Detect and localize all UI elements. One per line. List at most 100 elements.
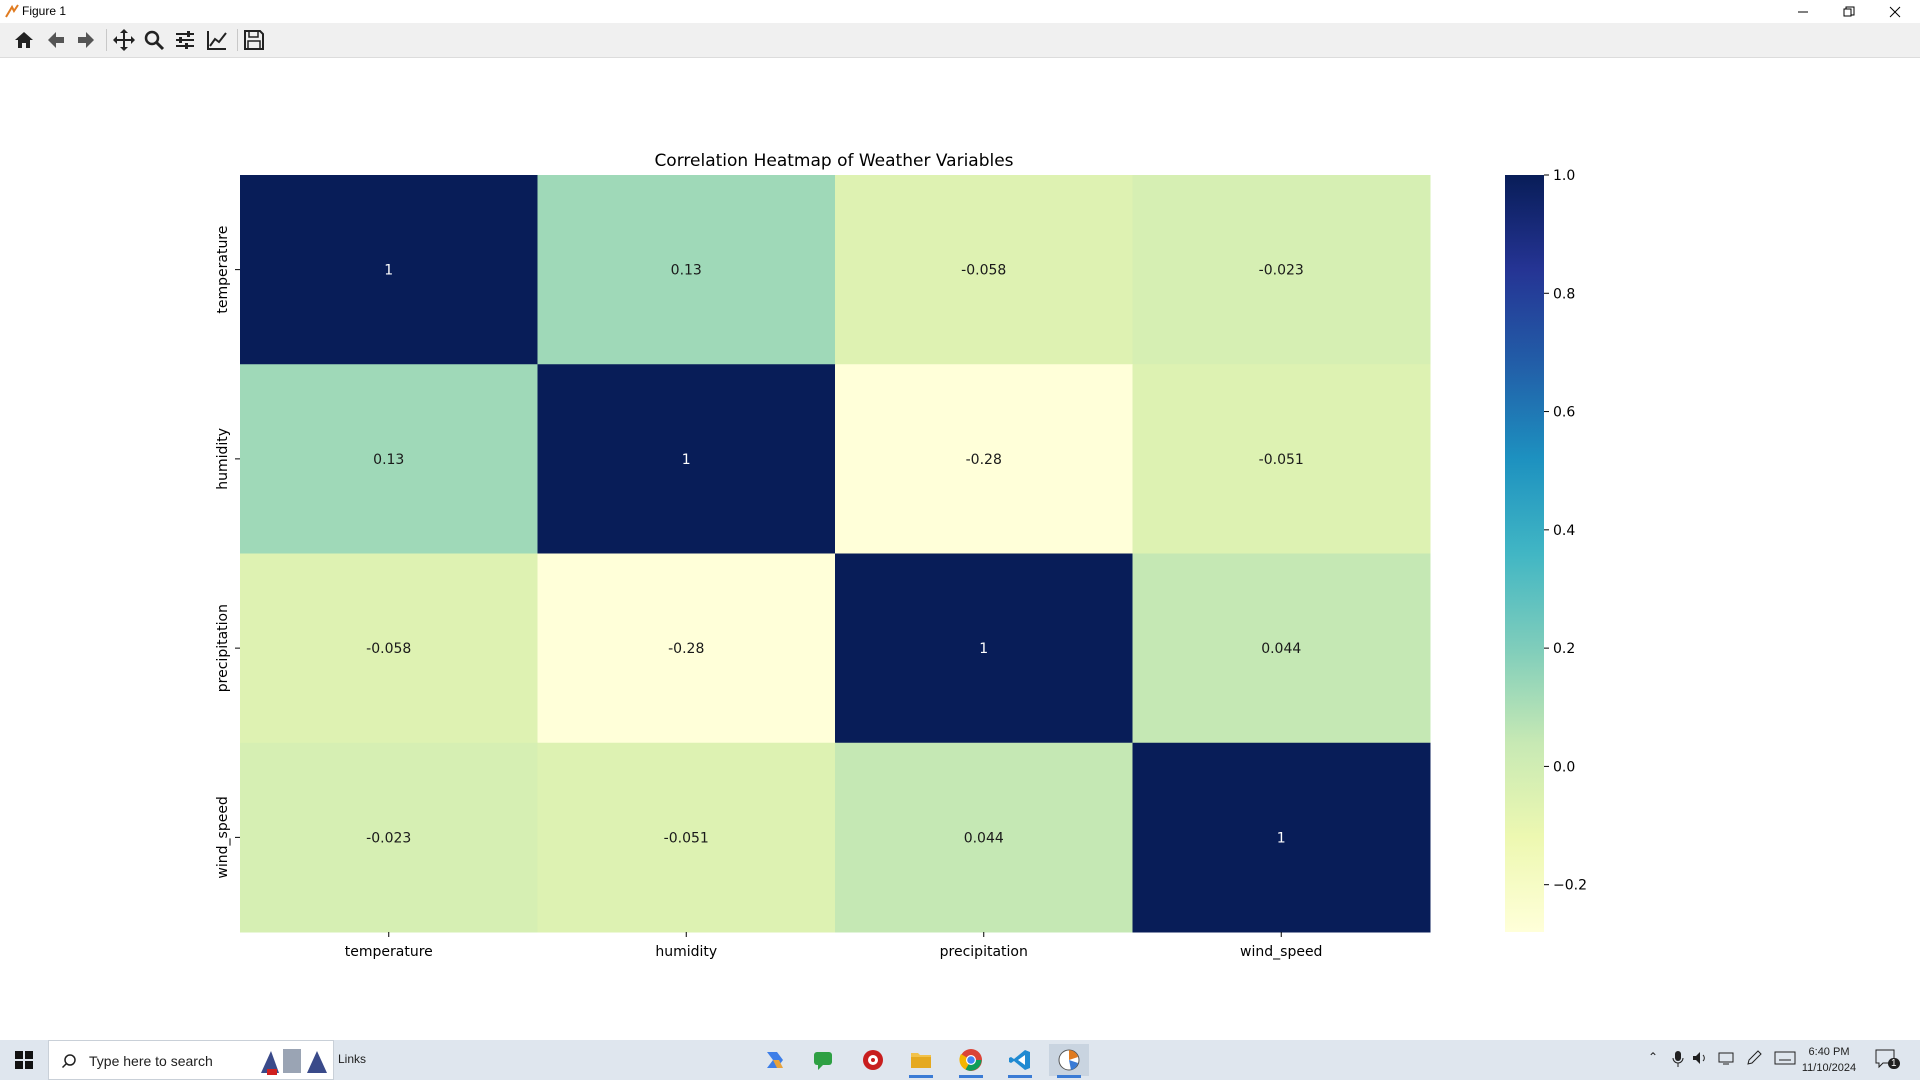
cell-annotation: 1 [682,452,691,468]
heatmap-cell [835,175,1133,365]
x-tick-label: temperature [345,944,433,960]
zoom-icon [144,30,165,51]
notification-center-button[interactable]: 1 [1874,1048,1904,1072]
chart-title: Correlation Heatmap of Weather Variables [654,151,1013,171]
search-placeholder: Type here to search [89,1053,213,1069]
colorbar-tick-label: 0.2 [1553,641,1575,657]
forward-button[interactable] [72,27,100,53]
microphone-icon[interactable] [1672,1050,1684,1068]
start-button[interactable] [0,1040,48,1080]
taskbar-app-vscode[interactable] [1000,1044,1040,1078]
heatmap-cell [537,742,836,933]
back-button[interactable] [42,27,70,53]
cell-annotation: 0.13 [671,263,702,279]
show-hidden-icons-chevron-icon[interactable]: ⌃ [1648,1050,1659,1064]
save-icon [244,30,264,50]
folder-icon [911,1053,931,1068]
back-icon [48,32,64,48]
active-indicator [959,1075,983,1078]
heatmap-cell [835,553,1133,744]
home-button[interactable] [10,27,38,53]
cell-annotation: -0.28 [966,452,1002,468]
active-indicator [1057,1075,1081,1078]
notification-icon [1875,1049,1895,1069]
configure-subplots-button[interactable] [171,27,199,53]
cell-annotation: 0.044 [964,830,1004,846]
zoom-button[interactable] [140,27,168,53]
restore-button[interactable] [1826,0,1872,23]
colorbar-tick-label: 0.4 [1553,523,1575,539]
cell-annotation: 0.13 [373,452,404,468]
cell-annotation: -0.051 [664,830,709,846]
volume-icon[interactable] [1692,1050,1708,1066]
save-button[interactable] [240,27,268,53]
taskbar-app-copilot[interactable] [755,1044,795,1076]
taskbar-app-chat[interactable] [804,1044,844,1076]
colorbar-tick-label: 0.8 [1553,286,1575,302]
configure-subplots-icon [176,31,194,49]
colorbar-tick-label: −0.2 [1553,878,1587,894]
heatmap-chart: Correlation Heatmap of Weather Variables… [215,151,1587,960]
minimize-icon [1798,11,1808,12]
windows-icon [15,1051,33,1069]
matplotlib-icon [1058,1049,1080,1071]
heatmap-cell [240,364,538,554]
edit-axis-icon [207,31,227,50]
notification-count-badge: 1 [1888,1058,1900,1069]
keyboard-icon[interactable] [1774,1050,1796,1066]
close-icon [1889,6,1901,17]
vscode-icon [1009,1050,1030,1070]
heatmap-cell [537,364,836,554]
cell-annotation: -0.058 [366,641,411,657]
chat-icon [814,1052,832,1070]
taskbar-clock[interactable]: 6:40 PM 11/10/2024 [1794,1044,1864,1076]
taskbar-app-file-explorer[interactable] [901,1044,941,1078]
active-indicator [1008,1075,1032,1078]
network-icon[interactable] [1718,1050,1734,1066]
cell-annotation: -0.058 [961,263,1006,279]
cell-annotation: -0.023 [1259,263,1304,279]
chrome-icon [959,1049,982,1071]
toolbar-separator [237,29,238,51]
heatmap-cell [1132,175,1431,365]
cell-annotation: -0.28 [668,641,704,657]
taskbar-app-chrome[interactable] [951,1044,991,1078]
cell-annotation: 1 [979,641,988,657]
y-tick-label: precipitation [215,604,231,692]
links-toolbar-label[interactable]: Links [338,1052,367,1066]
restore-icon [1843,6,1855,16]
heatmap-cell [240,553,538,744]
taskbar-app-python-figure[interactable] [1049,1044,1089,1078]
heatmap-cell [1132,553,1431,744]
x-tick-label: precipitation [940,944,1028,960]
colorbar-tick-label: 0.6 [1553,405,1575,421]
x-tick-label: humidity [655,944,717,960]
colorbar [1505,175,1544,932]
matplotlib-app-icon [5,4,19,18]
heatmap-cell [537,553,836,744]
heatmap-cell [240,175,538,365]
cell-annotation: 0.044 [1261,641,1301,657]
y-tick-label: humidity [215,428,231,490]
clock-time: 6:40 PM [1808,1046,1850,1058]
active-indicator [909,1075,933,1078]
close-button[interactable] [1872,0,1918,23]
heatmap-cell [537,175,836,365]
pan-button[interactable] [110,27,138,53]
copilot-icon [767,1052,783,1068]
figure-canvas[interactable]: Correlation Heatmap of Weather Variables… [0,58,1920,1040]
pen-icon[interactable] [1746,1050,1762,1066]
window-title-bar: Figure 1 [0,0,1920,23]
minimize-button[interactable] [1780,0,1826,23]
cell-annotation: -0.023 [366,830,411,846]
taskbar-search-box[interactable]: Type here to search [48,1040,334,1080]
heatmap-cell [835,364,1133,554]
red-app-icon [863,1050,883,1070]
clock-date: 11/10/2024 [1801,1062,1857,1074]
taskbar-app-red[interactable] [853,1044,893,1076]
heatmap-cell [1132,742,1431,933]
cell-annotation: 1 [384,263,393,279]
heatmap-cell [1132,364,1431,554]
edit-axis-button[interactable] [203,27,231,53]
cell-annotation: -0.051 [1259,452,1304,468]
